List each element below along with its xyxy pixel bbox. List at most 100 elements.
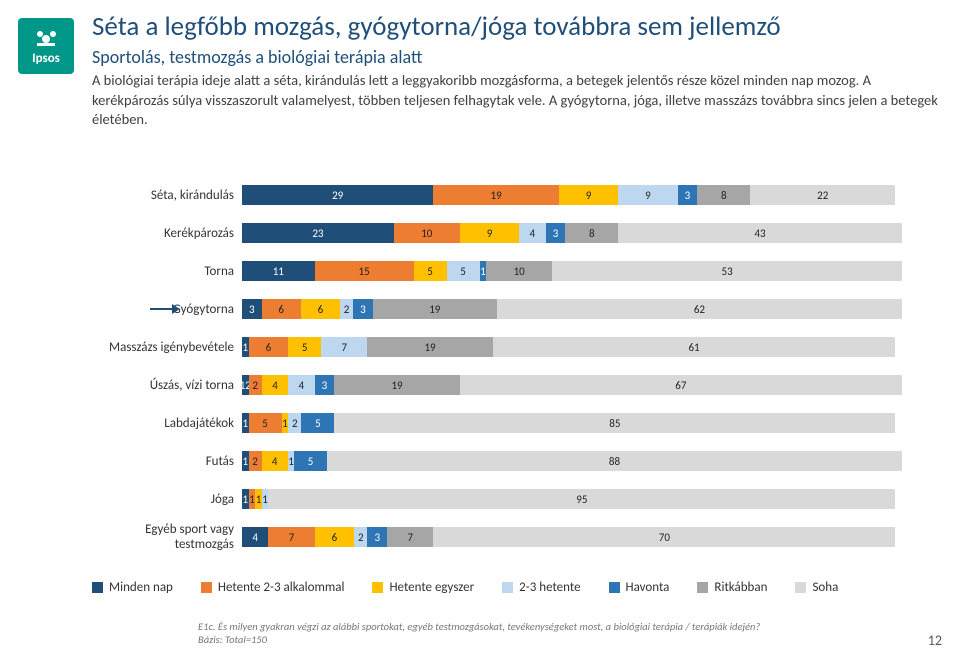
chart-bar-segment: 2 (340, 299, 353, 319)
chart-bar-segment: 3 (367, 527, 387, 547)
page-subtitle: Sportolás, testmozgás a biológiai terápi… (92, 46, 422, 68)
legend-label: Hetente egyszer (389, 580, 474, 595)
chart-bar-segment: 19 (433, 185, 558, 205)
chart-bar-segment: 5 (447, 261, 480, 281)
legend-label: Soha (812, 580, 838, 595)
chart-bar-segment: 9 (460, 223, 519, 243)
chart-bar: 366231962 (242, 299, 902, 319)
legend-swatch (92, 582, 103, 593)
chart-bar-segment: 6 (262, 299, 301, 319)
page-title: Séta a legfőbb mozgás, gyógytorna/jóga t… (92, 10, 781, 43)
chart-row: Masszázs igénybevétele16571961 (92, 332, 902, 362)
legend-label: Ritkábban (714, 580, 767, 595)
stacked-bar-chart: Séta, kirándulás2919993822Kerékpározás23… (92, 180, 902, 560)
chart-row-label: Egyéb sport vagy testmozgás (92, 522, 242, 552)
chart-bar: 1224431967 (242, 375, 902, 395)
chart-bar-segment: 3 (678, 185, 698, 205)
chart-bar-segment: 6 (315, 527, 355, 547)
chart-row-label: Labdajátékok (92, 416, 242, 431)
page-description: A biológiai terápia ideje alatt a séta, … (92, 71, 942, 130)
chart-row-label: Torna (92, 264, 242, 279)
chart-row-label: Masszázs igénybevétele (92, 340, 242, 355)
chart-row: Futás1241588 (92, 446, 902, 476)
chart-bar: 2919993822 (242, 185, 902, 205)
chart-bar-segment: 1 (242, 413, 249, 433)
chart-bar-segment: 8 (697, 185, 750, 205)
page-number: 12 (928, 632, 942, 649)
chart-row-label: Futás (92, 454, 242, 469)
footer-question: E1c. És milyen gyakran végzi az alábbi s… (198, 620, 760, 633)
chart-bar-segment: 5 (288, 337, 321, 357)
legend-swatch (795, 582, 806, 593)
chart-bar-segment: 29 (242, 185, 433, 205)
legend-label: 2-3 hetente (519, 580, 580, 595)
chart-bar-segment: 4 (242, 527, 268, 547)
chart-bar-segment: 23 (242, 223, 394, 243)
chart-bar: 47623770 (242, 527, 902, 547)
chart-bar-segment: 5 (414, 261, 447, 281)
chart-bar-segment: 4 (288, 375, 314, 395)
chart-bar-segment: 10 (486, 261, 552, 281)
chart-bar-segment: 85 (334, 413, 895, 433)
legend-item: Soha (795, 580, 838, 595)
chart-bar-segment: 2 (288, 413, 301, 433)
legend-item: Hetente 2-3 alkalommal (201, 580, 345, 595)
chart-row: Gyógytorna366231962 (92, 294, 902, 324)
chart-bar-segment: 53 (552, 261, 902, 281)
chart-bar-segment: 67 (460, 375, 902, 395)
chart-bar-segment: 19 (334, 375, 459, 395)
chart-row: Torna11155511053 (92, 256, 902, 286)
chart-row: Kerékpározás2310943843 (92, 218, 902, 248)
chart-bar: 1512585 (242, 413, 902, 433)
legend-swatch (697, 582, 708, 593)
chart-bar-segment: 1 (242, 337, 249, 357)
chart-bar-segment: 88 (327, 451, 902, 471)
chart-bar-segment: 19 (373, 299, 497, 319)
chart-row: Labdajátékok1512585 (92, 408, 902, 438)
chart-bar-segment: 4 (262, 375, 288, 395)
chart-bar-segment: 12 (242, 375, 249, 395)
legend-item: 2-3 hetente (502, 580, 580, 595)
logo-text: Ipsos (32, 51, 60, 66)
chart-bar-segment: 9 (559, 185, 618, 205)
chart-bar-segment: 4 (262, 451, 288, 471)
legend-swatch (609, 582, 620, 593)
footer-note: E1c. És milyen gyakran végzi az alábbi s… (198, 620, 940, 647)
chart-bar: 2310943843 (242, 223, 902, 243)
chart-bar-segment: 1 (242, 489, 249, 509)
chart-row-label: Úszás, vízi torna (92, 378, 242, 393)
chart-bar-segment: 1 (255, 489, 262, 509)
legend-swatch (201, 582, 212, 593)
chart-row-label: Jóga (92, 492, 242, 507)
chart-bar-segment: 2 (354, 527, 367, 547)
legend-swatch (502, 582, 513, 593)
chart-bar: 11155511053 (242, 261, 902, 281)
chart-bar-segment: 6 (249, 337, 289, 357)
chart-bar: 111195 (242, 489, 902, 509)
chart-bar-segment: 3 (353, 299, 373, 319)
chart-bar-segment: 61 (493, 337, 896, 357)
chart-row: Úszás, vízi torna1224431967 (92, 370, 902, 400)
chart-bar-segment: 1 (282, 413, 289, 433)
legend-label: Hetente 2-3 alkalommal (218, 580, 345, 595)
chart-bar-segment: 22 (750, 185, 895, 205)
pointer-arrow-icon (150, 308, 174, 310)
chart-bar-segment: 10 (394, 223, 460, 243)
footer-base: Bázis: Total=150 (198, 633, 267, 646)
legend-item: Havonta (609, 580, 670, 595)
chart-bar-segment: 5 (249, 413, 282, 433)
chart-row-label: Séta, kirándulás (92, 188, 242, 203)
legend-item: Ritkábban (697, 580, 767, 595)
chart-bar-segment: 11 (242, 261, 315, 281)
legend-label: Minden nap (109, 580, 173, 595)
chart-bar-segment: 1 (249, 489, 256, 509)
chart-bar-segment: 4 (519, 223, 545, 243)
legend-item: Minden nap (92, 580, 173, 595)
chart-bar-segment: 3 (242, 299, 262, 319)
chart-bar: 1241588 (242, 451, 902, 471)
chart-row-label: Kerékpározás (92, 226, 242, 241)
chart-legend: Minden nap Hetente 2-3 alkalommal Hetente … (92, 580, 902, 595)
legend-swatch (372, 582, 383, 593)
chart-bar-segment: 43 (618, 223, 902, 243)
chart-bar-segment: 7 (321, 337, 367, 357)
